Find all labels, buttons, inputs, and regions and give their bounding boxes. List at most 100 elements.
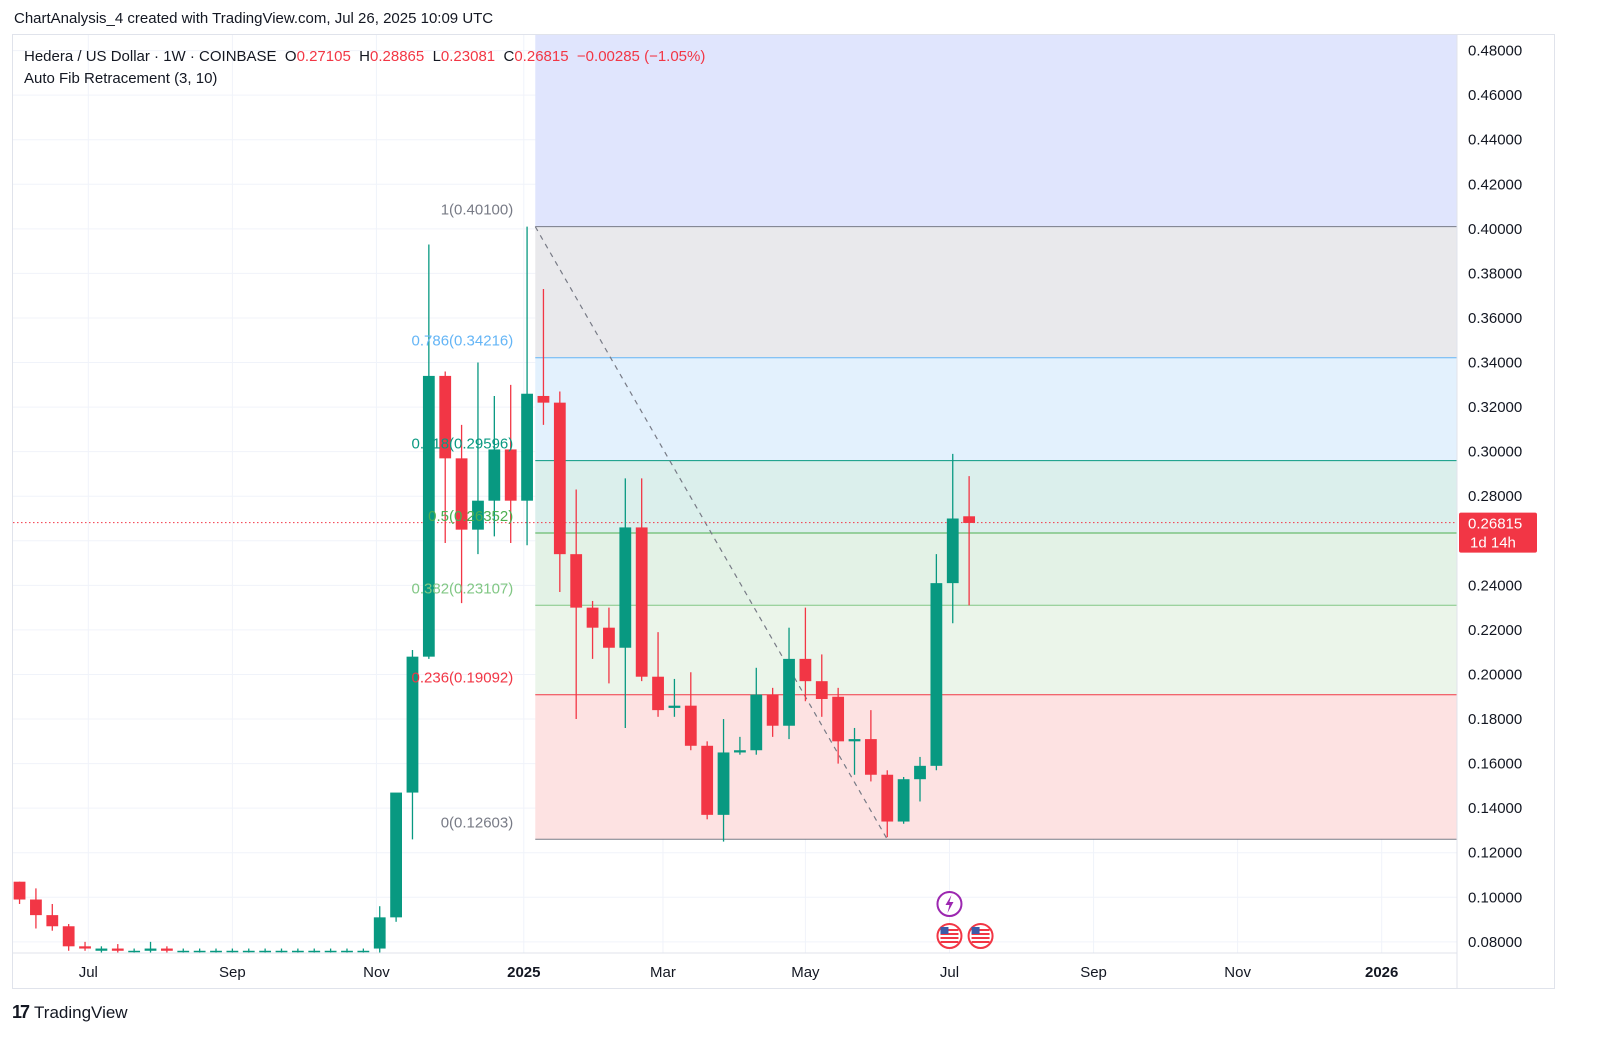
fib-zone bbox=[535, 226, 1457, 358]
candle-body bbox=[177, 950, 190, 953]
high-label: H bbox=[359, 48, 370, 65]
candle-body bbox=[161, 948, 173, 951]
price-tick-label: 0.14000 bbox=[1468, 800, 1522, 817]
candle-body bbox=[406, 656, 419, 793]
fib-retracement bbox=[534, 35, 1457, 840]
fib-zone bbox=[535, 694, 1457, 840]
fib-level-label: 0(0.12603) bbox=[441, 814, 514, 831]
fib-zone bbox=[535, 532, 1457, 606]
flag-canton bbox=[940, 927, 949, 934]
time-tick-label: Sep bbox=[1080, 964, 1107, 981]
candle-body bbox=[488, 449, 501, 501]
candle bbox=[717, 719, 730, 842]
candle bbox=[193, 948, 206, 953]
candle-body bbox=[930, 583, 943, 766]
candle-body bbox=[324, 950, 337, 953]
price-tick-label: 0.20000 bbox=[1468, 666, 1522, 683]
chart-frame bbox=[12, 34, 1555, 989]
bar-countdown: 1d 14h bbox=[1470, 535, 1516, 552]
candle bbox=[799, 607, 812, 702]
candle bbox=[455, 424, 468, 604]
earnings-bolt-icon[interactable] bbox=[936, 891, 963, 917]
candle-body bbox=[357, 950, 370, 953]
price-tick-label: 0.40000 bbox=[1468, 221, 1522, 238]
candle-body bbox=[13, 881, 26, 900]
candle bbox=[472, 362, 484, 555]
candle bbox=[79, 941, 91, 951]
open-label: O bbox=[284, 48, 297, 65]
time-tick-label: Jul bbox=[79, 964, 98, 981]
time-tick-label: Nov bbox=[363, 964, 390, 981]
candle-body bbox=[734, 750, 746, 753]
flag-stripe bbox=[940, 929, 959, 931]
candle bbox=[30, 888, 42, 929]
candle bbox=[422, 244, 435, 659]
candle bbox=[439, 371, 452, 544]
candle-body bbox=[439, 375, 452, 459]
candle-body bbox=[226, 950, 239, 953]
candle-body bbox=[111, 948, 124, 951]
price-tick-label: 0.10000 bbox=[1468, 889, 1522, 906]
candle bbox=[864, 710, 877, 782]
fib-zone bbox=[535, 357, 1457, 461]
candle-body bbox=[193, 950, 206, 953]
candle bbox=[537, 289, 550, 425]
us-flag-icon[interactable] bbox=[967, 923, 994, 949]
candle bbox=[668, 678, 681, 717]
bolt-shape bbox=[945, 895, 954, 913]
candle bbox=[111, 944, 124, 953]
open-value: 0.27105 bbox=[296, 48, 351, 65]
change-value: −0.00285 (−1.05%) bbox=[576, 48, 706, 65]
candle bbox=[570, 489, 583, 720]
candle-body bbox=[635, 527, 648, 677]
fib-level-label: 0.5(0.26352) bbox=[428, 508, 513, 525]
candle-body bbox=[963, 516, 976, 523]
candle bbox=[161, 946, 173, 953]
symbol-label[interactable]: Hedera / US Dollar · 1W · COINBASE bbox=[24, 48, 277, 65]
current-price-badge[interactable]: 0.26815 1d 14h bbox=[1459, 512, 1537, 553]
flag-stripe bbox=[971, 941, 990, 943]
time-tick-label: May bbox=[791, 964, 820, 981]
candle-body bbox=[373, 917, 386, 949]
candle-body bbox=[815, 681, 828, 699]
candle-body bbox=[832, 696, 845, 742]
candle-body bbox=[341, 950, 353, 953]
candle bbox=[308, 948, 321, 953]
flag-stripe bbox=[971, 937, 990, 939]
candle bbox=[242, 948, 255, 953]
candle bbox=[46, 903, 59, 931]
tradingview-logo[interactable]: 17 TradingView bbox=[12, 1002, 128, 1023]
close-label: C bbox=[503, 48, 515, 65]
fib-zone bbox=[535, 605, 1457, 695]
candle bbox=[406, 649, 419, 840]
price-axis: 0.48000 0.46000 0.44000 0.42000 0.40000 0.380… bbox=[1468, 43, 1522, 951]
candle bbox=[897, 776, 910, 824]
fib-trend-line bbox=[534, 226, 888, 840]
flag-stripe bbox=[971, 929, 990, 931]
candle bbox=[684, 672, 697, 751]
price-tick-label: 0.12000 bbox=[1468, 845, 1522, 862]
indicator-label[interactable]: Auto Fib Retracement (3, 10) bbox=[24, 70, 218, 87]
candle bbox=[734, 736, 746, 755]
candle bbox=[226, 948, 239, 953]
candle-body bbox=[897, 779, 910, 822]
candle bbox=[553, 391, 566, 593]
candle-body bbox=[848, 739, 861, 742]
low-label: L bbox=[432, 48, 441, 65]
price-tick-label: 0.24000 bbox=[1468, 577, 1522, 594]
tradingview-logo-icon: 17 bbox=[12, 1002, 30, 1022]
us-flag-icon[interactable] bbox=[936, 923, 963, 949]
candle bbox=[177, 948, 190, 953]
candle bbox=[619, 478, 632, 728]
current-price-badge-bg bbox=[1459, 512, 1537, 553]
candle bbox=[521, 226, 533, 546]
time-axis-background bbox=[13, 953, 1457, 988]
candle-body bbox=[472, 500, 484, 530]
tradingview-logo-text: TradingView bbox=[34, 1002, 128, 1022]
candle-body bbox=[210, 950, 222, 953]
candle-body bbox=[864, 739, 877, 775]
candle-body bbox=[570, 554, 583, 608]
candle bbox=[946, 453, 959, 624]
candle bbox=[128, 948, 141, 953]
